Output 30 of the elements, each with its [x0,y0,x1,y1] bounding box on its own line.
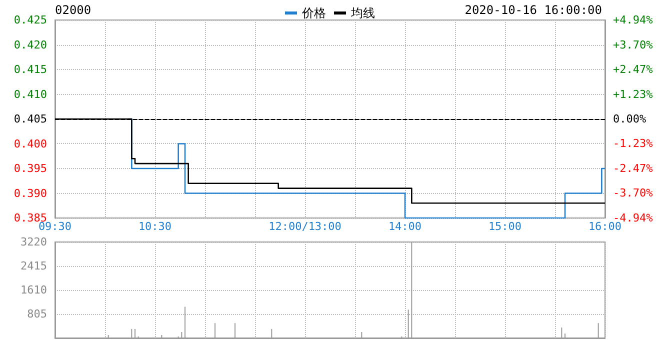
y-tick-label: 0.410 [14,88,47,101]
legend-label: 价格 [301,6,326,20]
y2-tick-label: +3.70% [613,38,654,52]
y-tick-label: 0.390 [14,186,47,200]
y-tick-label: 0.405 [14,112,47,126]
y2-tick-label: -3.70% [613,186,654,200]
x-tick-label: 14:00 [388,220,422,233]
text: 2020-10-16 16:00:00 [464,3,602,17]
y-tick-label: 3220 [20,236,47,248]
y2-tick-label: +1.23% [613,88,654,101]
text: 02000 [55,3,92,17]
y-tick-label: 0.395 [14,162,47,175]
x-tick-label: 15:00 [488,220,522,233]
x-tick-label: 16:00 [588,220,622,233]
x-tick-label: 10:30 [138,220,172,233]
y-tick-label: 0.420 [14,38,47,52]
y-tick-label: 2415 [20,260,47,272]
x-tick-label: 12:00/13:00 [268,220,342,233]
y-tick-label: 0.425 [14,14,47,26]
y2-tick-label: 0.00% [613,112,646,126]
y2-tick-label: +2.47% [613,63,654,76]
y2-tick-label: -1.23% [613,137,654,150]
x-tick-label: 09:30 [38,220,72,233]
legend-label: 均线 [350,6,375,20]
y-tick-label: 1610 [20,284,47,296]
y-tick-label: 0.400 [14,137,47,150]
y2-tick-label: +4.94% [613,14,654,26]
y2-tick-label: -2.47% [613,162,654,175]
y-tick-label: 0.415 [14,63,47,76]
y-tick-label: 805 [27,308,47,320]
